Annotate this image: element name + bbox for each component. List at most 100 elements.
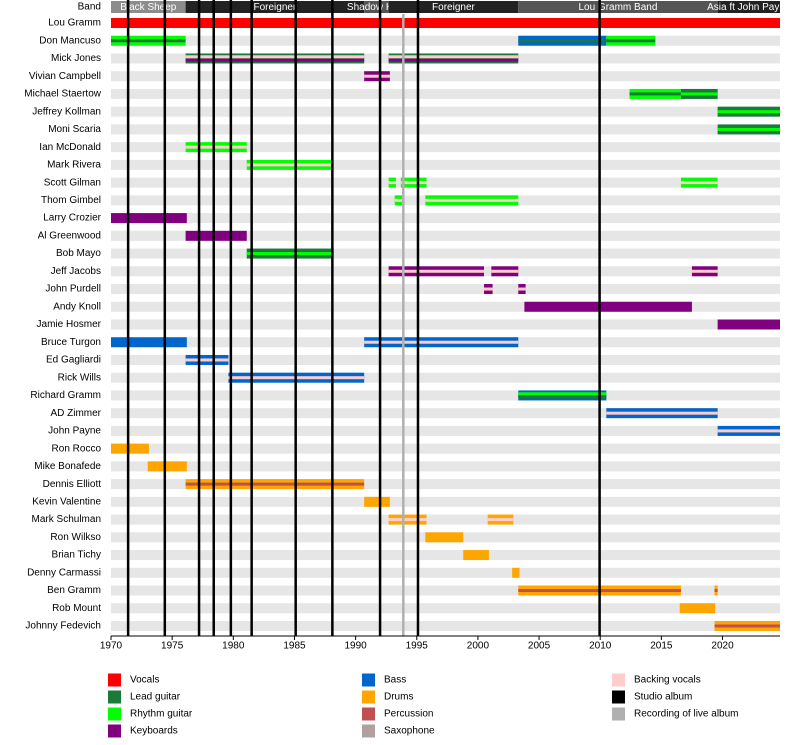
row-stripe bbox=[111, 567, 780, 578]
row-stripe bbox=[111, 408, 780, 419]
x-tick-label: 2010 bbox=[589, 641, 612, 652]
member-name: Mike Bonafede bbox=[34, 461, 101, 472]
x-tick-label: 1970 bbox=[100, 641, 123, 652]
role-stripe bbox=[680, 92, 718, 96]
role-bar bbox=[425, 532, 464, 543]
row-stripe bbox=[111, 585, 780, 596]
member-name: Rick Wills bbox=[58, 372, 101, 383]
row-stripe bbox=[111, 142, 780, 153]
role-stripe bbox=[388, 181, 396, 185]
row-stripe bbox=[111, 213, 780, 224]
row-stripe bbox=[111, 159, 780, 170]
role-stripe bbox=[680, 181, 718, 185]
member-name: Brian Tichy bbox=[52, 550, 101, 561]
band-label: Band bbox=[78, 2, 101, 13]
member-name: Michael Staertow bbox=[24, 89, 101, 100]
member-span bbox=[111, 18, 780, 28]
member-name: Jeffrey Kollman bbox=[32, 106, 101, 117]
era-label: Lou Gramm Band bbox=[578, 2, 657, 13]
row-stripe bbox=[111, 390, 780, 401]
member-span bbox=[484, 284, 493, 295]
role-stripe bbox=[111, 39, 186, 43]
role-stripe bbox=[714, 589, 718, 593]
era-band bbox=[364, 1, 389, 13]
era-band bbox=[111, 1, 186, 13]
era-band bbox=[717, 1, 780, 13]
legend-label: Drums bbox=[384, 692, 413, 703]
row-stripe bbox=[111, 354, 780, 365]
member-span bbox=[679, 603, 716, 614]
row-stripe bbox=[111, 71, 780, 82]
member-span bbox=[364, 71, 390, 82]
member-name: Jeff Jacobs bbox=[51, 266, 101, 277]
x-tick-label: 1995 bbox=[406, 641, 429, 652]
member-span bbox=[388, 266, 485, 277]
legend-label: Rhythm guitar bbox=[130, 709, 193, 720]
member-span bbox=[680, 88, 718, 99]
member-name: Kevin Valentine bbox=[32, 496, 101, 507]
role-bar bbox=[111, 337, 187, 348]
member-span bbox=[388, 53, 519, 64]
member-span bbox=[487, 514, 514, 525]
legend-swatch bbox=[108, 690, 121, 704]
legend-swatch bbox=[362, 673, 375, 687]
member-name: Vivian Campbell bbox=[29, 71, 101, 82]
member-span bbox=[185, 230, 247, 241]
legend-label: Bass bbox=[384, 675, 406, 686]
member-name: Ron Rocco bbox=[52, 443, 102, 454]
member-name: Al Greenwood bbox=[38, 230, 101, 241]
role-stripe bbox=[364, 340, 519, 344]
member-name: Ian McDonald bbox=[39, 142, 101, 153]
row-stripe bbox=[111, 35, 780, 46]
role-stripe bbox=[487, 518, 514, 522]
row-stripe bbox=[111, 461, 780, 472]
row-stripe bbox=[111, 372, 780, 383]
legend-swatch bbox=[108, 707, 121, 721]
member-name: Johnny Fedevich bbox=[25, 621, 101, 632]
member-span bbox=[425, 195, 519, 206]
member-name: AD Zimmer bbox=[50, 408, 101, 419]
member-name: Ed Gagliardi bbox=[46, 355, 101, 366]
role-stripe bbox=[717, 110, 780, 114]
role-stripe bbox=[388, 518, 427, 522]
role-bar bbox=[717, 319, 780, 330]
role-stripe bbox=[388, 55, 519, 59]
legend-swatch bbox=[612, 673, 625, 687]
row-stripe bbox=[111, 230, 780, 241]
member-name: Andy Knoll bbox=[53, 301, 101, 312]
role-bar bbox=[679, 603, 716, 614]
legend-swatch bbox=[108, 673, 121, 687]
role-stripe bbox=[364, 74, 390, 78]
member-name: Moni Scaria bbox=[48, 124, 101, 135]
row-stripe bbox=[111, 284, 780, 295]
role-bar bbox=[463, 550, 489, 561]
member-span bbox=[714, 620, 780, 631]
member-name: Jamie Hosmer bbox=[37, 319, 102, 330]
role-stripe bbox=[185, 482, 365, 486]
legend-label: Percussion bbox=[384, 709, 433, 720]
row-stripe bbox=[111, 124, 780, 135]
row-stripe bbox=[111, 425, 780, 436]
member-span bbox=[717, 106, 780, 117]
member-name: Richard Gramm bbox=[30, 390, 101, 401]
role-stripe bbox=[185, 358, 229, 362]
x-tick-label: 1975 bbox=[161, 641, 184, 652]
member-span bbox=[425, 532, 464, 543]
role-stripe bbox=[518, 39, 607, 43]
row-stripe bbox=[111, 603, 780, 614]
role-stripe bbox=[425, 198, 519, 202]
legend-swatch bbox=[108, 724, 121, 738]
legend-swatch bbox=[362, 707, 375, 721]
role-stripe bbox=[518, 395, 607, 399]
member-span bbox=[394, 195, 403, 206]
member-name: Ron Wilkso bbox=[50, 532, 101, 543]
member-name: Ben Gramm bbox=[47, 585, 101, 596]
legend-label: Backing vocals bbox=[634, 675, 701, 686]
legend-label: Lead guitar bbox=[130, 692, 181, 703]
member-span bbox=[691, 266, 718, 277]
role-bar bbox=[185, 230, 247, 241]
legend-label: Saxophone bbox=[384, 726, 435, 737]
role-stripe bbox=[185, 58, 365, 62]
role-stripe bbox=[691, 269, 718, 273]
